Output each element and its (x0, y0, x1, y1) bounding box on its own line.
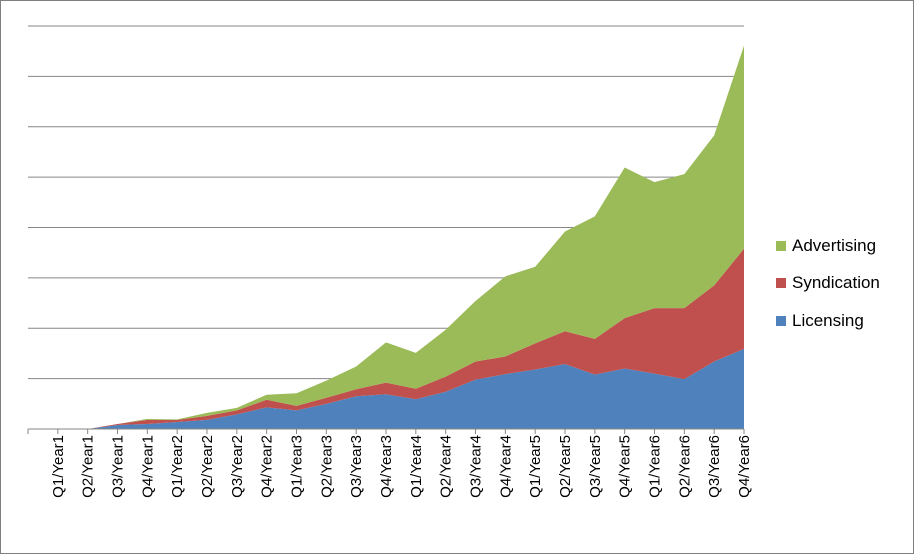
area-series (57, 45, 745, 430)
x-tick-label: Q3/Year6 (706, 435, 723, 498)
legend-item-licensing: Licensing (776, 302, 880, 340)
x-tick-label: Q2/Year6 (676, 435, 693, 498)
x-tick-label: Q1/Year1 (50, 435, 67, 498)
x-tick-label: Q3/Year2 (229, 435, 246, 498)
legend: Advertising Syndication Licensing (776, 227, 880, 340)
x-tick-label: Q2/Year1 (80, 435, 97, 498)
x-tick-label: Q2/Year3 (318, 435, 335, 498)
x-tick-label: Q2/Year2 (199, 435, 216, 498)
legend-label-licensing: Licensing (792, 310, 864, 330)
x-axis (27, 428, 745, 434)
x-tick-label: Q4/Year4 (497, 435, 514, 498)
x-tick-label: Q3/Year3 (348, 435, 365, 498)
x-tick-label: Q1/Year6 (647, 435, 664, 498)
x-tick-label: Q3/Year1 (110, 435, 127, 498)
x-tick-label: Q1/Year5 (527, 435, 544, 498)
legend-swatch-advertising (776, 240, 786, 251)
x-tick-label: Q4/Year1 (139, 435, 156, 498)
legend-item-advertising: Advertising (776, 227, 880, 265)
x-tick-labels: Q1/Year1 Q2/Year1 Q3/Year1 Q4/Year1 Q1/Year2… (50, 435, 753, 498)
x-tick-label: Q4/Year6 (736, 435, 753, 498)
x-tick-label: Q4/Year3 (378, 435, 395, 498)
x-tick-label: Q3/Year4 (468, 435, 485, 498)
legend-swatch-syndication (776, 278, 786, 289)
x-tick-label: Q1/Year2 (169, 435, 186, 498)
x-tick-label: Q2/Year4 (438, 435, 455, 498)
x-tick-label: Q4/Year2 (259, 435, 276, 498)
legend-label-syndication: Syndication (792, 273, 880, 293)
legend-label-advertising: Advertising (792, 235, 877, 255)
x-tick-label: Q4/Year5 (617, 435, 634, 498)
area-advertising (57, 45, 745, 430)
legend-swatch-licensing (776, 315, 786, 326)
x-tick-label: Q1/Year4 (408, 435, 425, 498)
area-syndication (57, 248, 745, 429)
x-tick-label: Q1/Year3 (289, 435, 306, 498)
x-tick-label: Q2/Year5 (557, 435, 574, 498)
area-licensing (57, 348, 745, 429)
gridlines (28, 25, 744, 380)
x-tick-label: Q3/Year5 (587, 435, 604, 498)
legend-item-syndication: Syndication (776, 265, 880, 303)
